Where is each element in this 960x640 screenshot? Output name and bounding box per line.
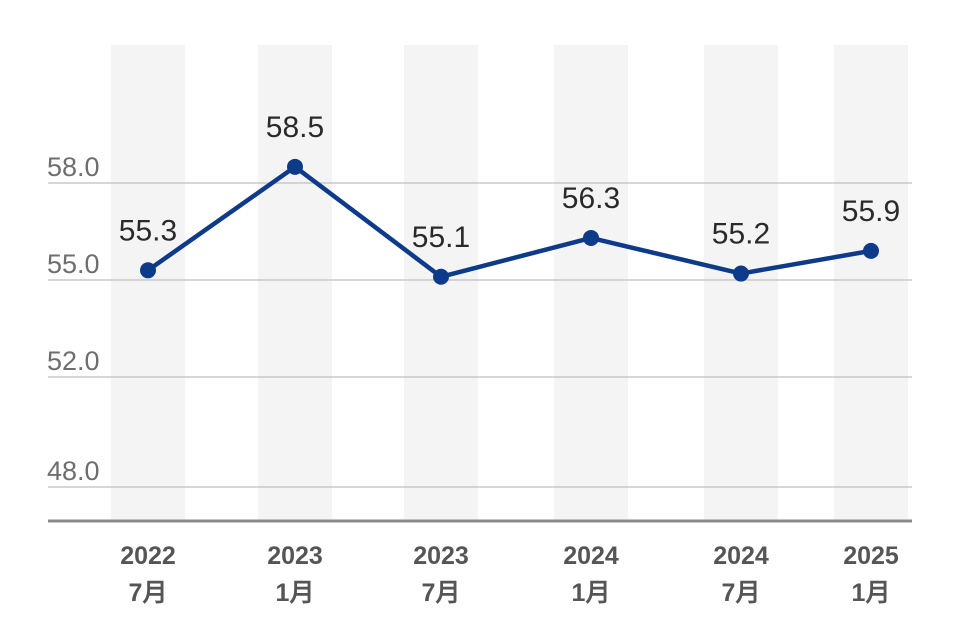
data-point	[733, 265, 749, 282]
x-tick-year: 2025	[843, 542, 899, 570]
x-tick-month: 1月	[572, 579, 611, 607]
data-point	[433, 268, 449, 285]
x-tick-month: 1月	[276, 579, 315, 607]
data-label: 58.5	[266, 111, 324, 144]
data-point	[140, 262, 156, 279]
column-band	[704, 45, 778, 521]
column-band	[258, 45, 332, 521]
x-tick-month: 1月	[852, 579, 891, 607]
data-label: 55.1	[412, 221, 470, 254]
x-tick-month: 7月	[722, 579, 761, 607]
data-label: 55.9	[842, 195, 900, 228]
gridlines	[48, 182, 912, 488]
x-tick-month: 7月	[129, 579, 168, 607]
x-tick-month: 7月	[422, 579, 461, 607]
y-tick-label: 58.0	[47, 152, 100, 182]
x-tick-year: 2023	[413, 542, 469, 570]
x-tick-year: 2024	[563, 542, 619, 570]
data-point	[583, 229, 599, 246]
y-axis-ticks: 48.0 52.0 55.0 58.0	[47, 152, 100, 486]
x-tick-year: 2022	[120, 542, 176, 570]
column-band	[111, 45, 185, 521]
x-tick-year: 2023	[267, 542, 323, 570]
data-points	[140, 158, 879, 285]
column-band	[554, 45, 628, 521]
column-bands	[111, 45, 908, 521]
column-band	[834, 45, 908, 521]
series-line	[146, 164, 872, 280]
y-tick-label: 55.0	[47, 249, 100, 279]
y-tick-label: 48.0	[47, 456, 100, 486]
x-tick-year: 2024	[713, 542, 769, 570]
data-label: 55.3	[119, 214, 177, 247]
data-labels: 55.3 58.5 55.1 56.3 55.2 55.9	[119, 111, 900, 254]
x-axis-ticks: 2022 7月 2023 1月 2023 7月 2024 1月 2024 7月 2025 1月	[120, 542, 899, 607]
data-label: 56.3	[562, 182, 620, 215]
data-label: 55.2	[712, 218, 770, 251]
data-point	[287, 158, 303, 175]
data-point	[863, 242, 879, 259]
y-tick-label: 52.0	[47, 346, 100, 376]
